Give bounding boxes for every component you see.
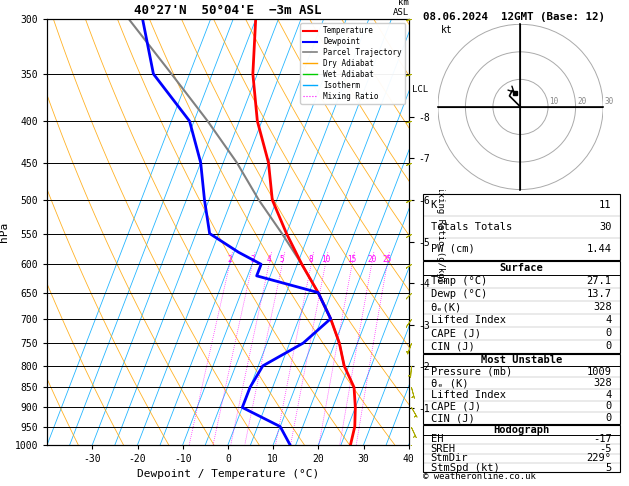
Text: 2: 2 xyxy=(227,255,232,264)
Text: 328: 328 xyxy=(593,302,611,312)
Text: Totals Totals: Totals Totals xyxy=(431,222,512,232)
Title: 40°27'N  50°04'E  −3m ASL: 40°27'N 50°04'E −3m ASL xyxy=(134,4,322,17)
Text: PW (cm): PW (cm) xyxy=(431,243,474,254)
Text: Surface: Surface xyxy=(499,263,543,273)
Text: 30: 30 xyxy=(604,97,614,106)
Text: CAPE (J): CAPE (J) xyxy=(431,328,481,338)
Text: 0: 0 xyxy=(606,413,611,423)
Text: 328: 328 xyxy=(593,378,611,388)
Text: 25: 25 xyxy=(382,255,392,264)
Text: 30: 30 xyxy=(599,222,611,232)
Text: 3: 3 xyxy=(250,255,255,264)
Text: 5: 5 xyxy=(280,255,284,264)
Text: 20: 20 xyxy=(577,97,586,106)
Text: 20: 20 xyxy=(367,255,376,264)
Text: Lifted Index: Lifted Index xyxy=(431,315,506,325)
Y-axis label: hPa: hPa xyxy=(0,222,9,242)
Text: km
ASL: km ASL xyxy=(392,0,409,17)
Text: 13.7: 13.7 xyxy=(587,289,611,299)
Text: 15: 15 xyxy=(347,255,357,264)
Text: -5: -5 xyxy=(599,444,611,454)
Text: 8: 8 xyxy=(309,255,313,264)
Text: Dewp (°C): Dewp (°C) xyxy=(431,289,487,299)
Text: θₑ(K): θₑ(K) xyxy=(431,302,462,312)
Text: LCL: LCL xyxy=(413,85,428,94)
Text: Temp (°C): Temp (°C) xyxy=(431,276,487,286)
Text: 08.06.2024  12GMT (Base: 12): 08.06.2024 12GMT (Base: 12) xyxy=(423,12,604,22)
Text: Most Unstable: Most Unstable xyxy=(481,355,562,365)
Text: 10: 10 xyxy=(549,97,559,106)
Text: 1009: 1009 xyxy=(587,366,611,377)
Text: θₑ (K): θₑ (K) xyxy=(431,378,468,388)
Text: Lifted Index: Lifted Index xyxy=(431,390,506,400)
Text: 11: 11 xyxy=(599,200,611,210)
Text: Hodograph: Hodograph xyxy=(493,425,549,435)
Text: 0: 0 xyxy=(606,341,611,351)
Text: © weatheronline.co.uk: © weatheronline.co.uk xyxy=(423,472,535,481)
X-axis label: Dewpoint / Temperature (°C): Dewpoint / Temperature (°C) xyxy=(137,469,319,479)
Text: StmSpd (kt): StmSpd (kt) xyxy=(431,463,499,473)
Text: -17: -17 xyxy=(593,434,611,444)
Text: CIN (J): CIN (J) xyxy=(431,341,474,351)
Text: 5: 5 xyxy=(606,463,611,473)
Text: 4: 4 xyxy=(267,255,271,264)
Text: 27.1: 27.1 xyxy=(587,276,611,286)
Text: CIN (J): CIN (J) xyxy=(431,413,474,423)
Text: CAPE (J): CAPE (J) xyxy=(431,401,481,412)
Text: 229°: 229° xyxy=(587,453,611,463)
Text: 4: 4 xyxy=(606,315,611,325)
Text: 0: 0 xyxy=(606,328,611,338)
Text: 0: 0 xyxy=(606,401,611,412)
Text: StmDir: StmDir xyxy=(431,453,468,463)
Text: kt: kt xyxy=(441,25,452,35)
Text: Mixing Ratio (g/kg): Mixing Ratio (g/kg) xyxy=(436,181,445,283)
Text: 10: 10 xyxy=(321,255,330,264)
Legend: Temperature, Dewpoint, Parcel Trajectory, Dry Adiabat, Wet Adiabat, Isotherm, Mi: Temperature, Dewpoint, Parcel Trajectory… xyxy=(301,23,405,104)
Text: 1.44: 1.44 xyxy=(587,243,611,254)
Text: SREH: SREH xyxy=(431,444,455,454)
Text: K: K xyxy=(431,200,437,210)
Text: EH: EH xyxy=(431,434,443,444)
Text: 4: 4 xyxy=(606,390,611,400)
Text: Pressure (mb): Pressure (mb) xyxy=(431,366,512,377)
